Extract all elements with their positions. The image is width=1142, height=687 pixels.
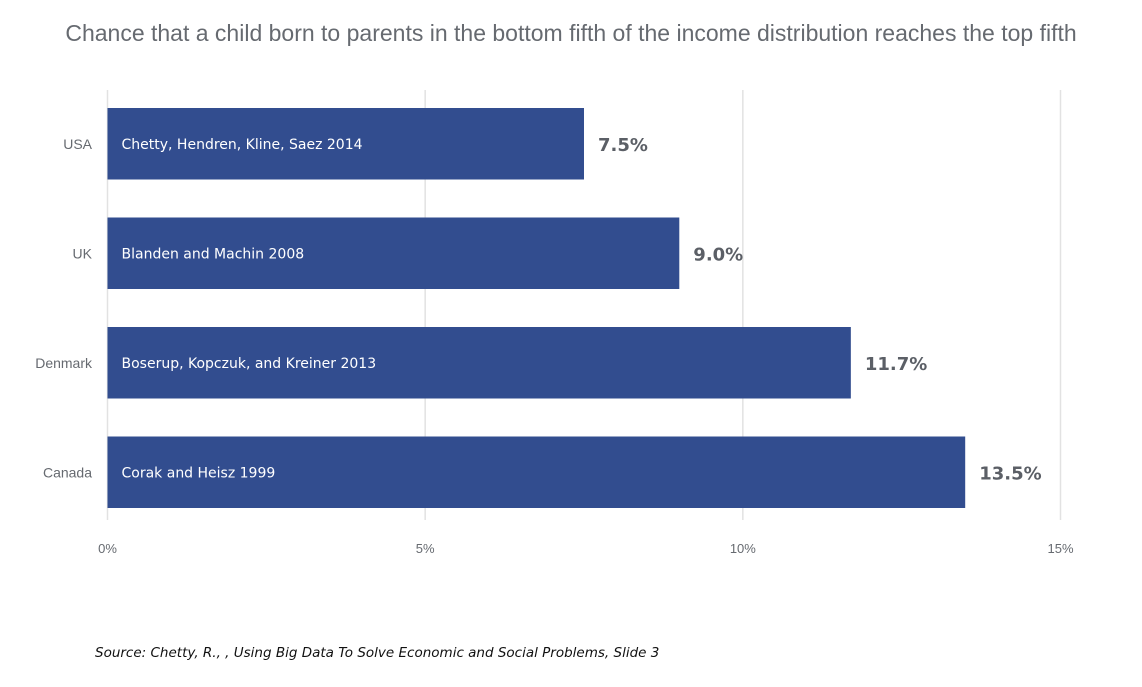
value-label: 7.5% xyxy=(598,135,648,156)
y-category-label: UK xyxy=(73,245,93,261)
y-category-label: Denmark xyxy=(35,355,93,371)
bar xyxy=(107,436,966,508)
value-label: 13.5% xyxy=(979,463,1041,484)
bar xyxy=(107,327,851,399)
bar-annotation: Corak and Heisz 1999 xyxy=(122,465,276,481)
x-axis-labels: 0% 5% 10% 15% xyxy=(98,541,1074,556)
bar-annotation: Boserup, Kopczuk, and Kreiner 2013 xyxy=(122,356,377,372)
y-category-label: Canada xyxy=(43,464,92,480)
x-tick-label: 15% xyxy=(1047,541,1073,556)
source-note: Source: Chetty, R., , Using Big Data To … xyxy=(95,645,660,661)
x-tick-label: 10% xyxy=(730,541,756,556)
bar xyxy=(107,217,680,289)
bar-annotation: Blanden and Machin 2008 xyxy=(122,246,305,262)
value-label: 9.0% xyxy=(693,244,743,265)
chart-title: Chance that a child born to parents in t… xyxy=(65,20,1077,46)
x-tick-label: 5% xyxy=(416,541,435,556)
bars: Chetty, Hendren, Kline, Saez 2014 7.5% Bla… xyxy=(107,108,1042,508)
y-axis-labels: USA UK Denmark Canada xyxy=(35,136,93,481)
value-label: 11.7% xyxy=(865,354,927,375)
bar xyxy=(107,108,584,180)
x-tick-label: 0% xyxy=(98,541,117,556)
bar-annotation: Chetty, Hendren, Kline, Saez 2014 xyxy=(122,137,363,153)
y-category-label: USA xyxy=(63,136,92,152)
